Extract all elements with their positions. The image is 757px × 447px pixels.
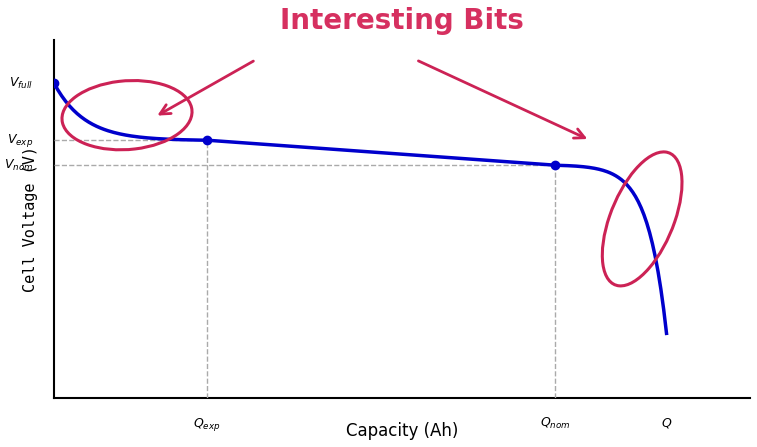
Title: Interesting Bits: Interesting Bits	[280, 7, 524, 35]
Text: $V_{nom}$: $V_{nom}$	[4, 158, 33, 173]
Text: $V_{full}$: $V_{full}$	[9, 76, 33, 91]
Text: $Q_{exp}$: $Q_{exp}$	[193, 416, 221, 433]
Y-axis label: Cell Voltage (V): Cell Voltage (V)	[23, 146, 38, 292]
Text: $V_{exp}$: $V_{exp}$	[7, 132, 33, 149]
Text: $Q_{nom}$: $Q_{nom}$	[540, 416, 571, 431]
Text: $Q$: $Q$	[661, 416, 672, 430]
X-axis label: Capacity (Ah): Capacity (Ah)	[346, 422, 458, 440]
